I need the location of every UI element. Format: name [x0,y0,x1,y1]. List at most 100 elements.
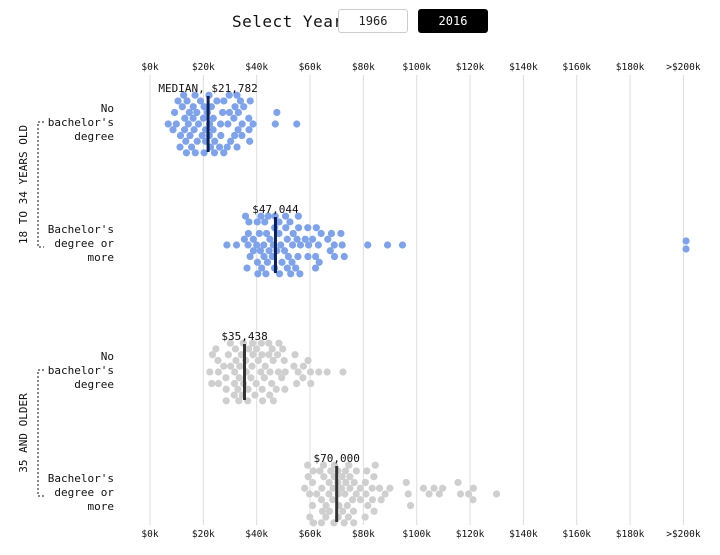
income-dot [307,379,315,388]
row-label: No [101,102,114,115]
income-dot [319,461,328,469]
income-dot [245,218,253,226]
income-dot [301,235,309,243]
income-dot [230,114,238,122]
income-dot [230,379,239,388]
income-dot [200,149,208,157]
income-dot [235,397,243,405]
income-dot [254,356,262,365]
income-dot [288,258,296,266]
income-dot [315,368,323,376]
income-dot [182,137,190,145]
row-label: bachelor's [48,364,114,377]
income-dot [406,501,415,510]
year-button-2016[interactable]: 2016 [418,9,488,33]
income-dot [318,507,327,515]
income-dot [330,252,339,261]
income-dot [306,490,314,498]
income-dot [291,351,299,359]
income-dot [306,368,315,376]
income-dot [214,379,223,388]
income-dot [287,270,295,278]
row-label: more [88,500,115,513]
income-dot [294,212,302,220]
income-dot [386,484,394,492]
income-dot [314,241,322,249]
income-dot [189,103,197,111]
row-label: Bachelor's [48,472,114,485]
income-dot [293,120,301,128]
income-dot [341,490,349,498]
row-label: more [88,251,115,264]
income-dot [325,478,333,487]
income-dot [244,241,252,249]
income-dot [430,484,438,492]
income-dot [232,356,240,365]
x-tick-label: $120k [456,529,485,540]
income-dot [381,490,389,498]
income-dot [191,91,199,99]
group-label: 18 TO 34 YEARS OLD [17,125,30,244]
income-dot [492,490,501,498]
income-dot [193,137,201,145]
income-dot [214,356,222,365]
income-dot [345,461,353,469]
income-dot [338,241,346,249]
income-dot [206,368,214,376]
income-dot [346,473,354,481]
income-dot [281,368,289,376]
income-dot [343,501,351,510]
income-dot [309,467,317,475]
income-dot [231,103,239,111]
income-dot [231,368,239,376]
income-dot [268,345,276,353]
income-dot [313,490,321,498]
income-dot [230,391,238,399]
income-dot [247,374,255,382]
income-dot [327,229,336,238]
x-tick-label: $160k [562,529,591,540]
income-dot [304,241,313,249]
x-tick-label: $40k [245,62,268,73]
income-dot [268,379,276,388]
income-dot [322,501,330,510]
income-dot [682,245,690,253]
income-dot [299,362,308,370]
income-dot [308,478,317,487]
year-button-1966[interactable]: 1966 [338,9,408,33]
income-dot [318,484,326,492]
income-dot [352,490,360,498]
income-dot [271,120,279,128]
income-dot [234,385,242,393]
income-dot [340,252,348,261]
income-dot [210,149,219,157]
income-dot [222,397,230,405]
income-dot [170,108,179,117]
income-dot [348,496,357,504]
income-dot [233,143,241,151]
income-dot [346,484,354,492]
income-dot [169,126,177,134]
income-dot [309,519,318,527]
income-dot [352,467,360,475]
income-dot [362,490,370,498]
income-dot [402,478,410,487]
income-dot [245,126,253,134]
income-dot [172,120,180,128]
x-tick-label: $20k [192,529,215,540]
income-dot [375,484,384,492]
income-dot [236,362,244,370]
income-dot [262,229,271,238]
select-year-label: Select Year [232,12,344,31]
income-dot [304,224,312,232]
income-dot [249,120,257,128]
income-dot [323,368,331,376]
income-dot [174,97,182,105]
income-dot [246,97,254,105]
income-dot [308,235,317,243]
income-dot [315,258,323,266]
income-dot [243,264,251,272]
income-dot [469,484,477,492]
income-dot [341,467,350,475]
income-dot [281,385,289,393]
